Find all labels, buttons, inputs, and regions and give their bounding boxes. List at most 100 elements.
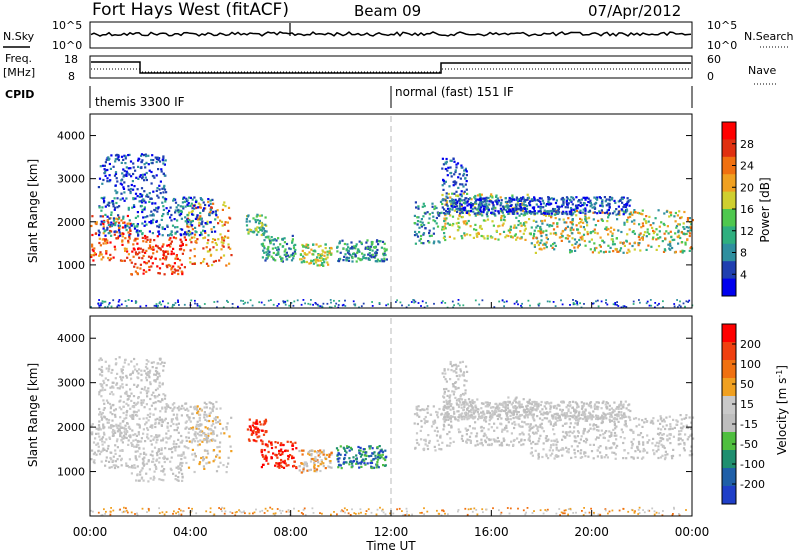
scatter-cell: [240, 299, 242, 302]
scatter-cell: [659, 415, 662, 418]
scatter-cell: [184, 408, 187, 411]
scatter-cell: [134, 192, 138, 195]
scatter-cell: [125, 376, 129, 379]
scatter-cell: [416, 414, 419, 417]
scatter-cell: [584, 215, 587, 218]
scatter-cell: [581, 417, 584, 421]
scatter-cell: [163, 305, 166, 308]
scatter-cell: [576, 430, 580, 433]
scatter-cell: [571, 223, 574, 226]
scatter-cell: [677, 242, 680, 245]
scatter-cell: [675, 419, 678, 422]
scatter-cell: [575, 419, 578, 422]
scatter-cell: [689, 225, 692, 228]
scatter-cell: [159, 180, 162, 183]
scatter-cell: [420, 419, 423, 423]
scatter-cell: [166, 225, 169, 228]
scatter-cell: [187, 220, 190, 223]
scatter-cell: [562, 202, 565, 205]
scatter-cell: [109, 241, 112, 244]
scatter-cell: [111, 419, 114, 422]
scatter-cell: [451, 300, 454, 303]
scatter-cell: [255, 215, 258, 218]
nave-trace: [91, 68, 691, 73]
scatter-cell: [422, 233, 425, 236]
scatter-cell: [150, 182, 153, 185]
scatter-cell: [195, 216, 199, 219]
scatter-cell: [490, 193, 493, 196]
scatter-cell: [555, 438, 558, 441]
scatter-cell: [540, 212, 543, 215]
scatter-cell: [414, 201, 417, 204]
scatter-cell: [574, 455, 577, 459]
scatter-cell: [649, 299, 652, 301]
scatter-cell: [455, 166, 458, 169]
scatter-cell: [617, 250, 620, 253]
scatter-cell: [444, 419, 447, 422]
scatter-cell: [428, 232, 431, 235]
scatter-cell: [170, 219, 173, 222]
scatter-cell: [468, 203, 471, 206]
scatter-cell: [291, 457, 294, 460]
scatter-cell: [664, 427, 667, 431]
scatter-cell: [322, 453, 325, 456]
scatter-cell: [488, 423, 491, 426]
scatter-cell: [113, 197, 116, 200]
scatter-cell: [209, 221, 212, 224]
scatter-cell: [446, 222, 449, 225]
scatter-cell: [469, 441, 472, 444]
scatter-cell: [123, 247, 126, 250]
scatter-cell: [445, 195, 448, 198]
scatter-cell: [507, 229, 510, 232]
scatter-cell: [450, 426, 453, 429]
scatter-cell: [258, 222, 261, 225]
scatter-cell: [289, 454, 292, 457]
scatter-cell: [474, 214, 477, 217]
scatter-cell: [105, 384, 108, 387]
scatter-cell: [571, 196, 575, 199]
scatter-cell: [130, 392, 133, 395]
scatter-cell: [656, 233, 659, 236]
scatter-cell: [491, 211, 494, 214]
scatter-cell: [317, 461, 320, 464]
scatter-cell: [203, 303, 206, 305]
scatter-cell: [178, 445, 181, 448]
scatter-cell: [655, 248, 658, 251]
scatter-cell: [118, 454, 121, 458]
scatter-cell: [460, 190, 463, 193]
scatter-cell: [99, 357, 102, 360]
scatter-cell: [542, 212, 545, 215]
scatter-cell: [272, 303, 275, 306]
scatter-cell: [171, 447, 174, 450]
scatter-cell: [156, 194, 159, 197]
scatter-cell: [174, 478, 177, 481]
scatter-cell: [424, 443, 427, 446]
scatter-cell: [615, 438, 618, 441]
scatter-cell: [448, 210, 451, 213]
scatter-cell: [163, 174, 166, 177]
scatter-cell: [154, 401, 157, 404]
scatter-cell: [637, 440, 641, 443]
scatter-cell: [470, 209, 473, 212]
scatter-cell: [395, 301, 397, 303]
scatter-cell: [263, 239, 266, 242]
scatter-cell: [121, 235, 124, 238]
scatter-cell: [617, 200, 620, 203]
scatter-cell: [690, 246, 693, 249]
scatter-cell: [522, 203, 525, 206]
scatter-cell: [619, 249, 622, 252]
scatter-cell: [555, 199, 558, 202]
scatter-cell: [190, 202, 193, 205]
scatter-cell: [177, 272, 180, 276]
scatter-cell: [572, 302, 575, 304]
scatter-cell: [155, 367, 158, 370]
scatter-cell: [205, 462, 208, 465]
scatter-cell: [170, 250, 173, 253]
scatter-cell: [506, 206, 509, 209]
scatter-cell: [625, 306, 628, 308]
scatter-cell: [528, 203, 531, 206]
scatter-cell: [152, 413, 155, 416]
scatter-cell: [662, 300, 664, 303]
scatter-cell: [223, 432, 226, 435]
scatter-cell: [574, 207, 577, 210]
